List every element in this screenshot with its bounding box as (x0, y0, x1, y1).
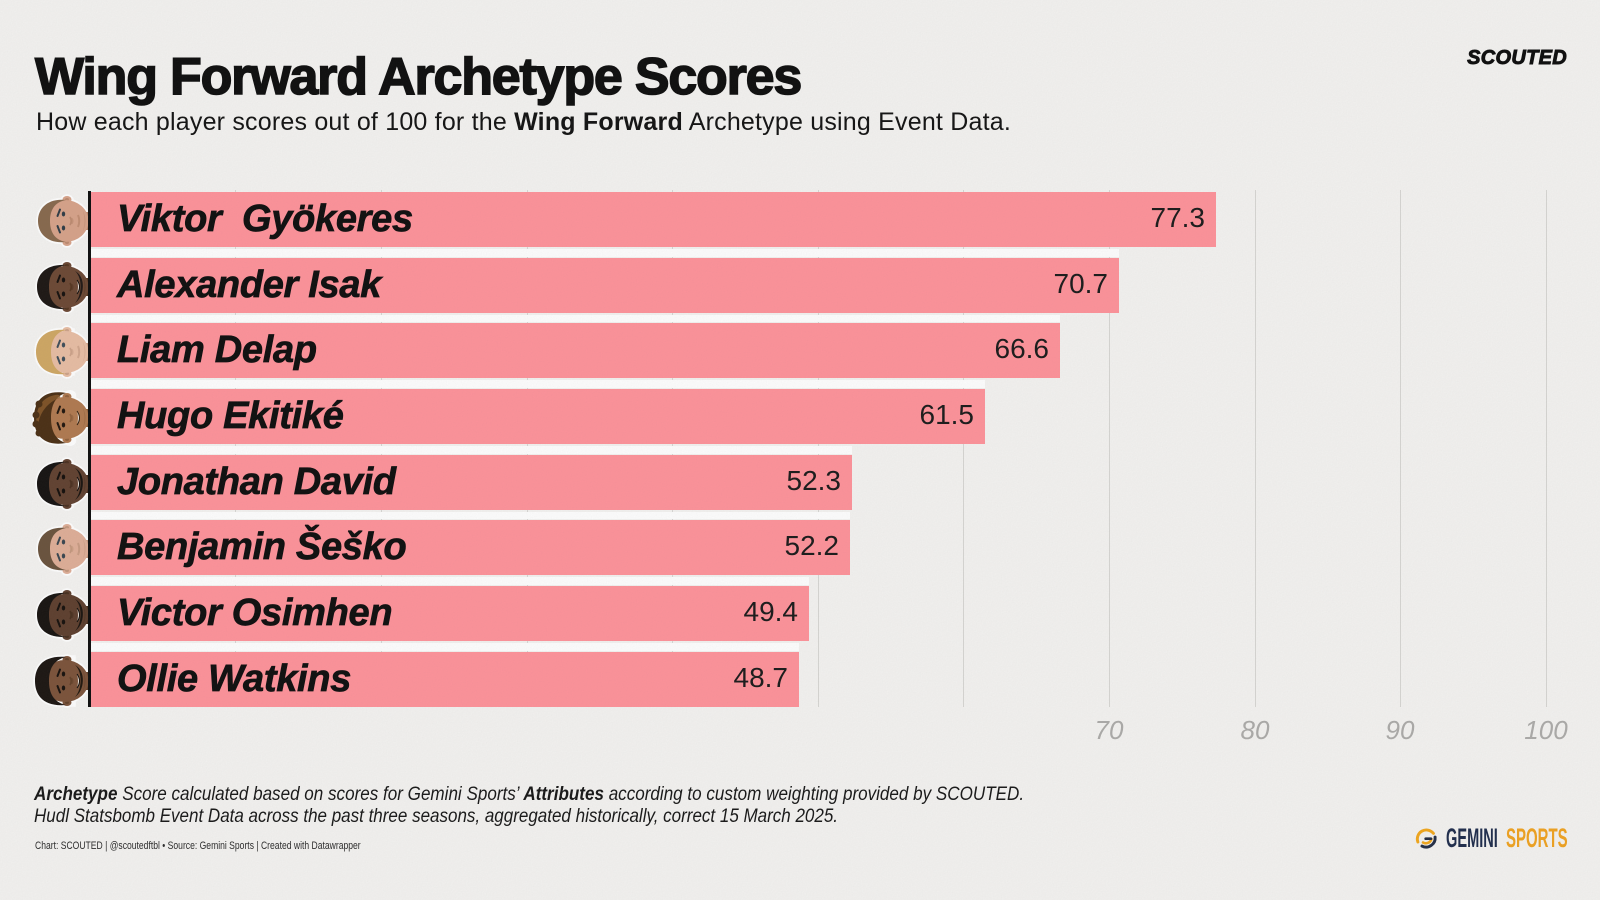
svg-text:SPORTS: SPORTS (1506, 823, 1568, 853)
svg-text:GEMINI: GEMINI (1446, 823, 1498, 853)
